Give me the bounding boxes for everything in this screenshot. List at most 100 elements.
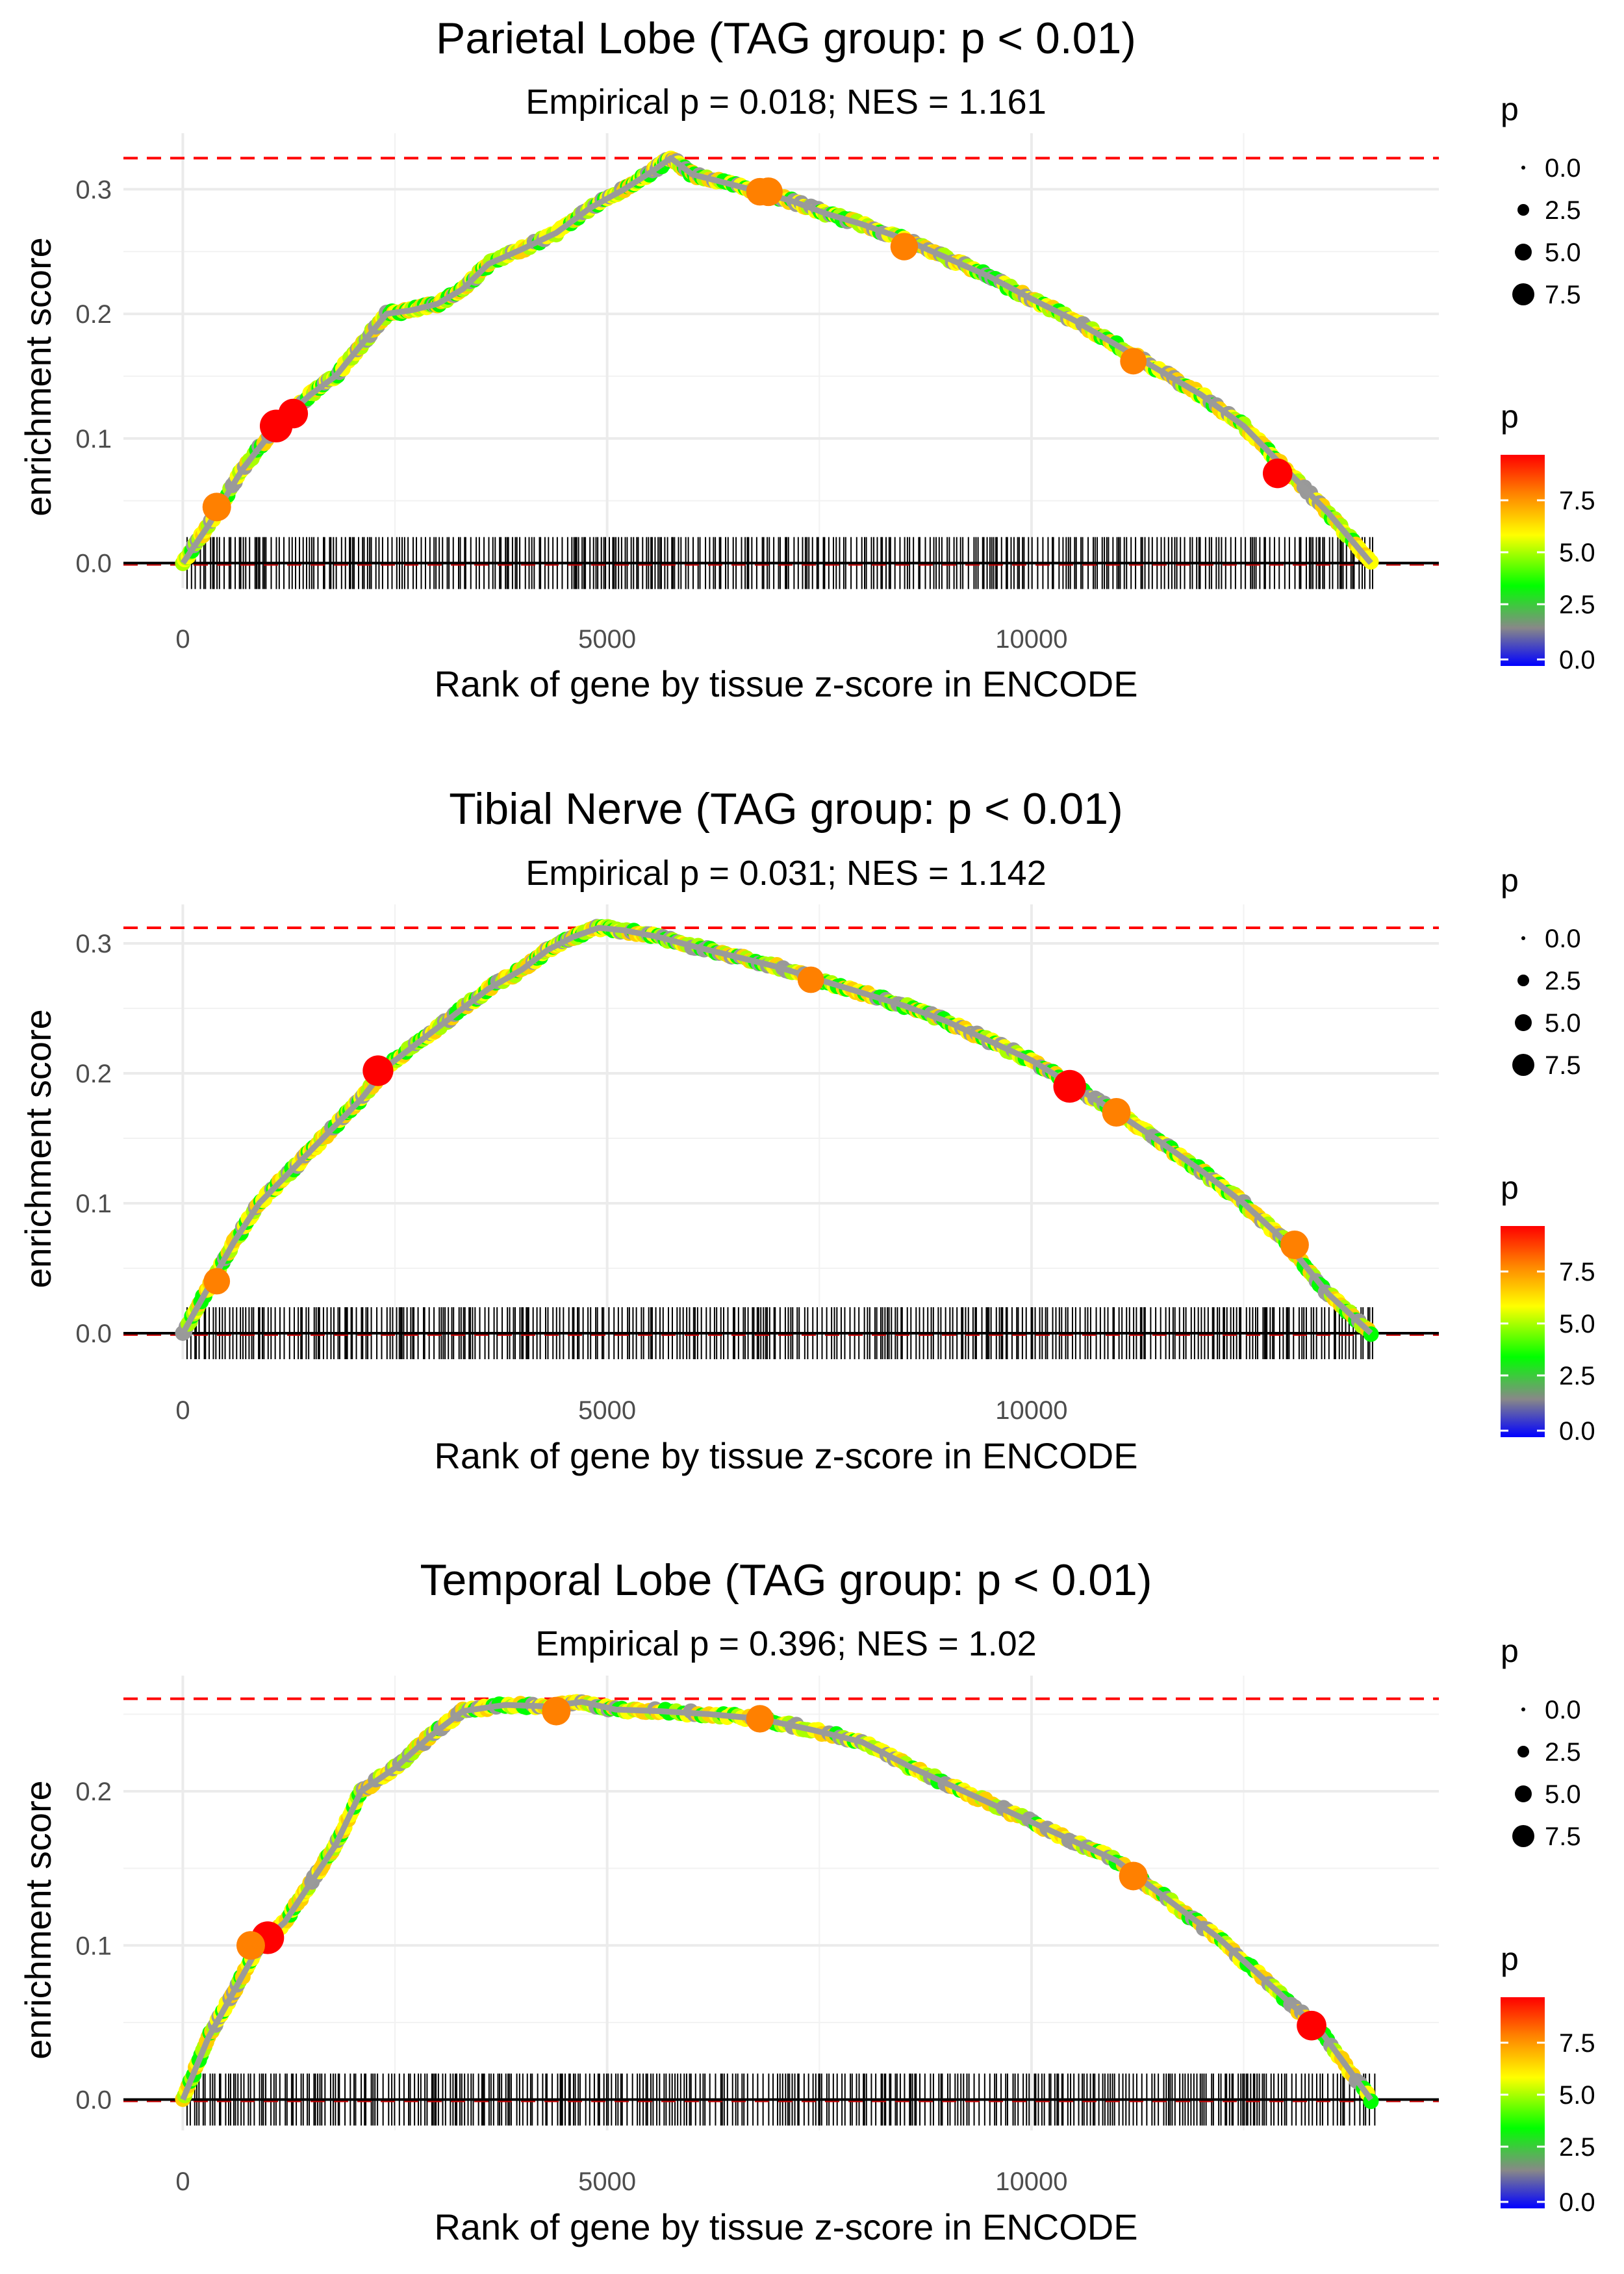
y-tick-label: 0.1 — [75, 1190, 112, 1218]
color-legend: p 7.5 5.0 2.5 0.0 — [1501, 1169, 1595, 1446]
color-legend-label: 0.0 — [1559, 2188, 1595, 2217]
size-legend-title: p — [1501, 862, 1519, 899]
es-curve — [180, 1698, 1374, 2102]
highlight-point — [202, 492, 231, 522]
size-legend-dot — [1517, 1746, 1529, 1757]
es-curve — [180, 925, 1373, 1336]
size-legend-label: 5.0 — [1545, 1009, 1581, 1038]
size-legend-label: 0.0 — [1545, 925, 1581, 953]
size-legend-dot — [1515, 1014, 1532, 1031]
x-tick-label: 0 — [175, 1396, 190, 1425]
y-tick-label: 0.2 — [75, 1778, 112, 1806]
size-legend-dot — [1517, 204, 1529, 216]
y-tick-label: 0.1 — [75, 425, 112, 454]
highlight-point — [1297, 2010, 1326, 2041]
highlight-point — [890, 233, 919, 261]
es-markers — [175, 150, 1379, 572]
panel-subtitle: Empirical p = 0.031; NES = 1.142 — [526, 854, 1046, 893]
y-tick-label: 0.2 — [75, 1060, 112, 1088]
plot-area: 0.0 0.1 0.2 0.3 0 5000 10000 — [75, 133, 1439, 654]
x-tick-label: 5000 — [578, 2167, 636, 2196]
x-tick-label: 5000 — [578, 1396, 636, 1425]
x-axis-title: Rank of gene by tissue z-score in ENCODE — [434, 1435, 1137, 1476]
y-tick-label: 0.1 — [75, 1932, 112, 1960]
highlight-point — [746, 1705, 774, 1733]
y-tick-label: 0.0 — [75, 550, 112, 578]
y-tick-label: 0.0 — [75, 1320, 112, 1348]
panel-title: Tibial Nerve (TAG group: p < 0.01) — [449, 784, 1123, 834]
y-axis-title: enrichment score — [18, 237, 58, 517]
panel-parietal-lobe: Parietal Lobe (TAG group: p < 0.01) Empi… — [18, 14, 1595, 704]
size-legend-label: 7.5 — [1545, 1051, 1581, 1080]
highlight-point — [1120, 348, 1147, 375]
size-legend-title: p — [1501, 1633, 1519, 1669]
highlight-point — [542, 1696, 571, 1726]
color-legend-label: 2.5 — [1559, 2133, 1595, 2162]
color-legend-label: 0.0 — [1559, 646, 1595, 674]
color-legend: p 7.5 5.0 2.5 0.0 — [1501, 1941, 1595, 2217]
size-legend: p 0.0 2.5 5.0 7.5 — [1501, 1633, 1581, 1851]
panel-temporal-lobe: Temporal Lobe (TAG group: p < 0.01) Empi… — [18, 1555, 1595, 2247]
color-legend-title: p — [1501, 1941, 1519, 1977]
x-tick-label: 0 — [175, 2167, 190, 2196]
color-legend-label: 5.0 — [1559, 2081, 1595, 2110]
size-legend-label: 2.5 — [1545, 196, 1581, 225]
size-legend: p 0.0 2.5 5.0 7.5 — [1501, 862, 1581, 1080]
size-legend-label: 2.5 — [1545, 1738, 1581, 1767]
size-legend-dot — [1515, 1785, 1532, 1802]
panel-tibial-nerve: Tibial Nerve (TAG group: p < 0.01) Empir… — [18, 784, 1595, 1476]
size-legend-dot — [1521, 1707, 1525, 1711]
y-tick-label: 0.2 — [75, 300, 112, 329]
highlight-point — [1119, 1861, 1148, 1891]
panel-title: Temporal Lobe (TAG group: p < 0.01) — [420, 1555, 1152, 1605]
x-tick-label: 10000 — [995, 2167, 1067, 2196]
es-markers — [175, 1694, 1379, 2110]
color-legend-label: 7.5 — [1559, 2029, 1595, 2058]
color-legend-label: 0.0 — [1559, 1417, 1595, 1446]
y-tick-label: 0.3 — [75, 930, 112, 958]
size-legend-dot — [1515, 244, 1532, 261]
y-axis-title: enrichment score — [18, 1780, 58, 2060]
color-legend-label: 7.5 — [1559, 487, 1595, 515]
size-legend: p 0.0 2.5 5.0 7.5 — [1501, 91, 1581, 309]
x-tick-label: 10000 — [995, 1396, 1067, 1425]
color-legend-label: 2.5 — [1559, 591, 1595, 619]
size-legend-title: p — [1501, 91, 1519, 127]
size-legend-label: 2.5 — [1545, 967, 1581, 995]
y-axis-title: enrichment score — [18, 1009, 58, 1288]
es-markers — [175, 919, 1379, 1342]
color-legend-title: p — [1501, 398, 1519, 435]
es-curve — [180, 155, 1373, 565]
highlight-point — [278, 398, 309, 429]
x-tick-label: 10000 — [995, 625, 1067, 654]
size-legend-label: 5.0 — [1545, 238, 1581, 267]
size-legend-dot — [1512, 283, 1534, 305]
size-legend-dot — [1512, 1054, 1534, 1076]
color-legend-label: 2.5 — [1559, 1362, 1595, 1390]
color-legend-label: 5.0 — [1559, 1310, 1595, 1338]
size-legend-label: 0.0 — [1545, 154, 1581, 183]
color-legend-label: 5.0 — [1559, 539, 1595, 567]
size-legend-label: 7.5 — [1545, 281, 1581, 309]
x-axis-title: Rank of gene by tissue z-score in ENCODE — [434, 663, 1137, 704]
x-axis-title: Rank of gene by tissue z-score in ENCODE — [434, 2206, 1137, 2247]
size-legend-label: 0.0 — [1545, 1696, 1581, 1724]
panel-title: Parietal Lobe (TAG group: p < 0.01) — [436, 14, 1136, 63]
highlight-point — [797, 966, 824, 993]
color-legend: p 7.5 5.0 2.5 0.0 — [1501, 398, 1595, 674]
highlight-point — [754, 177, 783, 207]
y-tick-label: 0.3 — [75, 175, 112, 204]
panel-subtitle: Empirical p = 0.018; NES = 1.161 — [526, 83, 1046, 121]
highlight-point — [1102, 1098, 1131, 1127]
size-legend-label: 7.5 — [1545, 1822, 1581, 1851]
highlight-point — [1280, 1231, 1309, 1259]
panel-subtitle: Empirical p = 0.396; NES = 1.02 — [535, 1624, 1036, 1663]
size-legend-dot — [1521, 166, 1525, 170]
colorbar — [1501, 455, 1545, 666]
size-legend-dot — [1517, 975, 1529, 986]
x-tick-label: 5000 — [578, 625, 636, 654]
highlight-point — [362, 1055, 394, 1086]
color-legend-title: p — [1501, 1169, 1519, 1206]
highlight-point — [1053, 1069, 1086, 1103]
